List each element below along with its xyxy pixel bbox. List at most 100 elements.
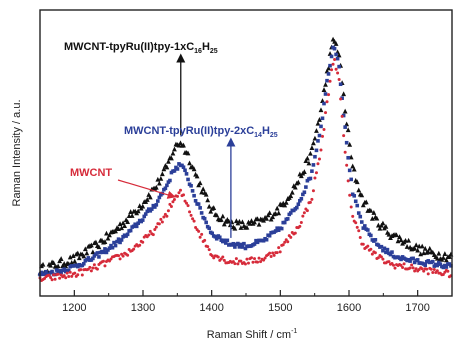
series-0-point — [58, 256, 64, 261]
series-2-point — [192, 219, 196, 223]
series-0-point — [166, 158, 171, 164]
series-0-point — [270, 214, 276, 220]
series-1-point — [109, 243, 113, 248]
series-1-point — [322, 101, 326, 106]
series-0-point — [129, 213, 135, 218]
series-2-point — [346, 179, 350, 183]
series-2-point — [410, 263, 414, 267]
series-1-point — [224, 241, 228, 245]
series-2-point — [370, 252, 374, 256]
series-2-point — [366, 244, 370, 248]
series-2-point — [186, 204, 190, 208]
x-tick-label-1600: 1600 — [337, 302, 361, 314]
series-2-point — [399, 263, 403, 267]
series-0-point — [321, 87, 327, 92]
series-2-point — [246, 261, 250, 265]
series-0-point — [371, 210, 377, 215]
series-1-point — [113, 243, 118, 248]
series-2-point — [320, 134, 324, 138]
series-1-point — [149, 207, 154, 211]
x-tick-label-1200: 1200 — [62, 302, 86, 314]
series-1-point — [412, 260, 417, 265]
series-0-point — [348, 154, 354, 160]
series-0-point — [72, 258, 78, 264]
series-1-point — [236, 241, 240, 246]
annotation-blue-main: MWCNT-tpyRu(II)tpy-2xC — [124, 125, 254, 137]
series-1-point — [362, 224, 367, 228]
series-2-point — [121, 254, 125, 258]
series-0-point — [81, 253, 87, 259]
series-2-point — [351, 214, 355, 218]
series-0-point — [323, 81, 328, 87]
series-0-point — [368, 208, 374, 213]
series-0-point — [76, 255, 82, 261]
series-1-point — [399, 257, 403, 262]
series-1-point — [104, 250, 109, 255]
series-1-point — [313, 154, 317, 159]
series-1-point — [91, 256, 95, 261]
series-1-point — [118, 240, 122, 245]
series-1-point — [207, 226, 211, 231]
x-axis-label: Raman Shift / cm-1 — [207, 328, 298, 341]
series-0-point — [288, 193, 294, 199]
series-2-point — [349, 205, 353, 209]
series-2-point — [413, 269, 417, 273]
series-1-point — [273, 229, 278, 233]
series-1-point — [438, 262, 443, 266]
series-2-point — [47, 273, 51, 277]
series-2-point — [408, 266, 412, 270]
series-1-point — [285, 217, 290, 221]
series-0-point — [232, 225, 238, 231]
annotation-red: MWCNT — [70, 167, 112, 179]
x-axis-label-text: Raman Shift / cm — [207, 329, 291, 341]
series-1-point — [213, 234, 218, 239]
series-1-point — [50, 269, 54, 274]
annotation-blue-sub2: 25 — [270, 132, 278, 139]
series-2-point — [263, 256, 267, 260]
series-1-point — [86, 256, 91, 260]
series-2-point — [311, 189, 315, 193]
series-2-point — [431, 271, 435, 275]
series-0-point — [214, 212, 220, 218]
series-2-point — [446, 269, 450, 273]
series-2-point — [92, 263, 96, 267]
series-1-point — [388, 252, 393, 257]
series-2-point — [189, 213, 193, 217]
series-0-point — [369, 216, 375, 221]
series-0-point — [261, 217, 266, 223]
series-0-point — [169, 155, 174, 161]
series-0-point — [102, 239, 108, 244]
series-1-point — [359, 220, 364, 224]
series-0-point — [221, 221, 227, 227]
series-2-point — [277, 246, 281, 250]
series-1-point — [356, 211, 361, 215]
series-1-point — [384, 250, 388, 255]
series-0-point — [159, 171, 165, 177]
series-2-point — [166, 209, 170, 213]
series-2-point — [316, 162, 320, 166]
series-0-point — [75, 250, 81, 256]
series-0-point — [238, 225, 244, 230]
series-1-point — [341, 113, 346, 118]
series-0-point — [211, 205, 217, 210]
series-1-point — [279, 226, 284, 231]
series-0-point — [40, 261, 46, 267]
series-1-point — [62, 267, 66, 272]
series-0-point — [113, 228, 118, 234]
series-1-point — [332, 46, 337, 51]
series-0-point — [419, 243, 425, 249]
series-2-point — [216, 255, 220, 259]
series-2-point — [178, 188, 182, 192]
series-1-point — [441, 265, 446, 270]
series-2-point — [325, 100, 329, 104]
series-2-point — [313, 176, 317, 180]
series-1-point — [255, 240, 260, 245]
series-2-point — [182, 193, 186, 197]
series-1-point — [252, 242, 257, 246]
series-2-point — [253, 257, 257, 261]
series-1-point — [344, 140, 349, 145]
series-0-point — [176, 142, 182, 148]
series-0-point — [203, 191, 209, 197]
series-0-point — [181, 142, 186, 148]
series-1-point — [115, 239, 119, 244]
